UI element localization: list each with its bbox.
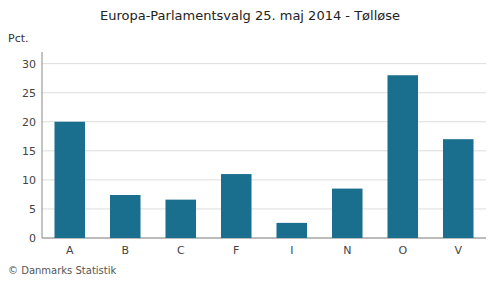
x-tick-label: I	[290, 244, 293, 257]
grid-line	[42, 121, 486, 122]
grid	[42, 64, 486, 238]
x-tick-label: V	[454, 244, 462, 257]
grid-line	[42, 150, 486, 151]
bar	[443, 139, 474, 238]
grid-line	[42, 238, 486, 239]
x-tick-label: C	[177, 244, 185, 257]
y-tick-label: 15	[22, 145, 36, 158]
page: {"chart_data": {"type": "bar", "title": …	[0, 0, 500, 282]
y-axis-line	[42, 52, 43, 238]
x-tick-label: N	[343, 244, 351, 257]
x-tick-label: B	[121, 244, 129, 257]
x-axis-line	[42, 238, 486, 239]
y-tick-label: 25	[22, 87, 36, 100]
grid-line	[42, 208, 486, 209]
y-tick-label: 30	[22, 58, 36, 71]
y-tick-label: 10	[22, 174, 36, 187]
bar	[332, 189, 363, 238]
grid-line	[42, 63, 486, 64]
bars	[54, 75, 473, 238]
x-tick-label: A	[66, 244, 74, 257]
chart-container: Europa-Parlamentsvalg 25. maj 2014 - Tøl…	[0, 0, 500, 282]
bar	[221, 174, 252, 238]
title: Europa-Parlamentsvalg 25. maj 2014 - Tøl…	[100, 8, 400, 23]
grid-line	[42, 92, 486, 93]
bar	[165, 200, 196, 238]
bar	[54, 122, 85, 238]
bar	[387, 75, 418, 238]
bar	[110, 195, 141, 238]
grid-line	[42, 179, 486, 180]
footer: © Danmarks Statistik	[8, 265, 117, 276]
x-tick-label: O	[398, 244, 407, 257]
y-tick-label: 0	[29, 232, 36, 245]
y-tick-label: 20	[22, 116, 36, 129]
x-tick-label: F	[233, 244, 239, 257]
y-axis-label: Pct.	[8, 32, 29, 45]
y-tick-label: 5	[29, 203, 36, 216]
chart: Europa-Parlamentsvalg 25. maj 2014 - Tøl…	[0, 0, 500, 282]
bar	[276, 223, 307, 238]
